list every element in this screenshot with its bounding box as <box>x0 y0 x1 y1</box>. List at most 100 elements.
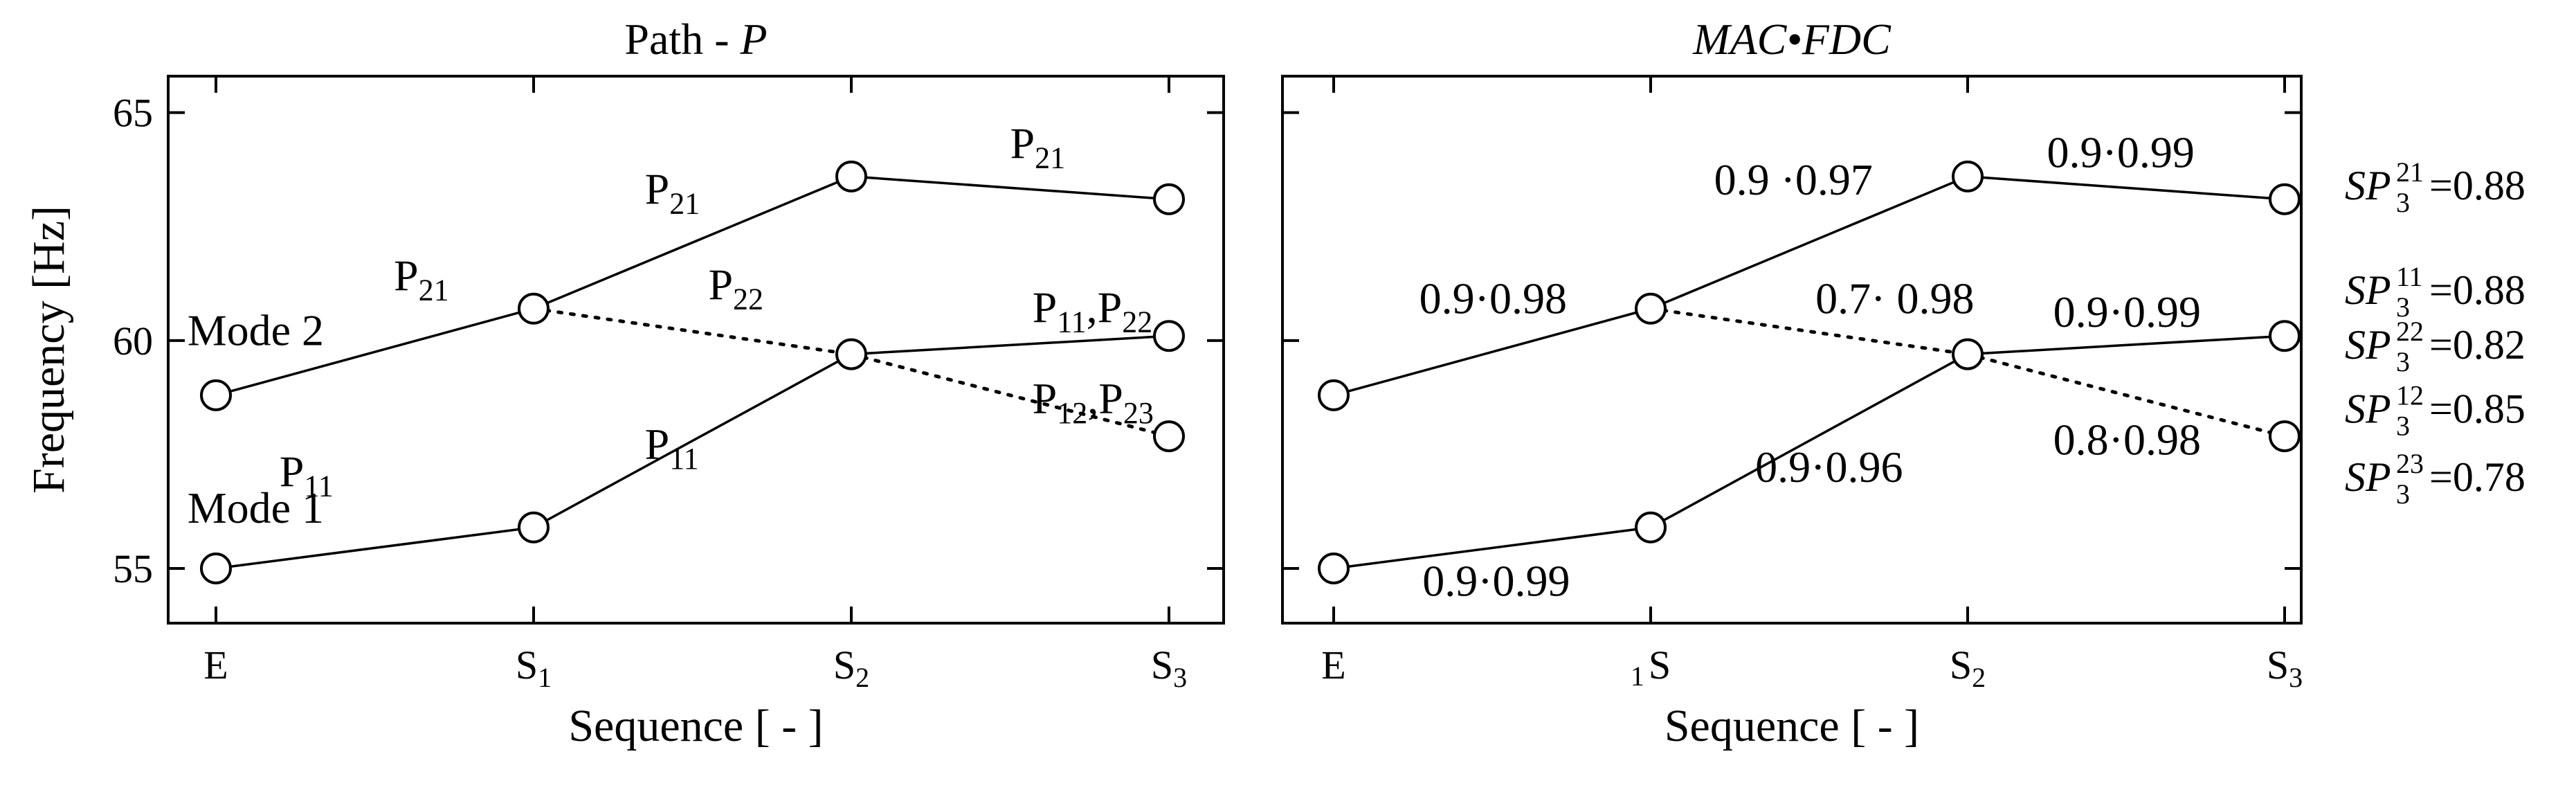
path-segment <box>1333 526 1651 570</box>
x-tick-label-sub: 2 <box>1972 662 1986 693</box>
sp-label-name: SP <box>2345 163 2391 208</box>
annotation-label: 0.9·0.99 <box>1422 557 1570 606</box>
annotation-sub: 23 <box>1123 396 1154 430</box>
path-segment <box>1967 175 2285 201</box>
annotation-sub: 21 <box>1035 141 1065 175</box>
x-tick-label: E <box>1321 643 1345 688</box>
sp-label-value: =0.85 <box>2429 386 2525 431</box>
x-tick-label: S3 <box>2267 643 2303 693</box>
data-point <box>2269 183 2301 215</box>
chart-title: MAC•FDC <box>1692 15 1892 64</box>
annotation-text: ,P <box>1087 283 1123 332</box>
annotation-text: ,P <box>1087 374 1123 423</box>
sp-label-sub: 3 <box>2396 478 2410 510</box>
sp-label-value: =0.88 <box>2429 163 2525 208</box>
sp-label-value: =0.88 <box>2429 267 2525 313</box>
annotation-label: 0.7· 0.98 <box>1815 273 1974 323</box>
annotation-label: P22 <box>708 260 763 316</box>
path-segment-dotted <box>849 352 1171 438</box>
sp-label: SP <box>2345 454 2391 500</box>
annotation-text: 0.9·0.99 <box>2053 287 2201 336</box>
plot-frame <box>167 75 1225 625</box>
annotation-label: P12,P23 <box>1033 374 1154 430</box>
data-point <box>200 379 232 411</box>
x-tick-label-main: E <box>203 643 228 688</box>
x-tick-label: S3 <box>1151 643 1187 693</box>
x-tick-label-main: S <box>1950 643 1972 688</box>
annotation-label: P11,P22 <box>1033 283 1153 339</box>
path-segment-dotted <box>532 307 853 357</box>
annotation-sub: 11 <box>669 442 698 476</box>
annotation-label: 0.9 ·0.97 <box>1714 155 1873 204</box>
sp-label-name: SP <box>2345 454 2391 500</box>
path-segment <box>1967 334 2285 356</box>
chart-title: Path - P <box>624 15 767 64</box>
annotation-label: P11 <box>645 420 699 476</box>
x-tick-label-sub: 1 <box>538 662 552 693</box>
y-tick-label: 65 <box>113 91 153 136</box>
annotation-text: P <box>1033 374 1058 423</box>
x-tick-label-main: S <box>833 643 855 688</box>
x-tick-label: S1 <box>516 643 552 693</box>
data-point <box>1635 511 1667 544</box>
chart-title-text: MAC•FDC <box>1692 15 1892 64</box>
path-segment-dotted <box>1649 307 1970 357</box>
x-tick-label-sub: 3 <box>2289 662 2303 693</box>
annotation-label: 0.8·0.98 <box>2053 415 2201 464</box>
annotation-text: P <box>280 447 305 496</box>
annotation-text: P <box>708 260 733 309</box>
data-point <box>2269 320 2301 352</box>
plot-frame <box>1281 75 2303 625</box>
data-point <box>1952 338 1984 370</box>
x-tick-label-sub: 2 <box>855 662 869 693</box>
x-tick-label-sub: 1 <box>1631 661 1644 692</box>
sp-label: SP <box>2345 267 2391 313</box>
x-axis-label: Sequence [ - ] <box>568 701 823 751</box>
annotation-label: P11 <box>280 447 334 503</box>
data-point <box>518 511 550 544</box>
sp-label-sub: 3 <box>2396 346 2410 377</box>
y-tick-label: 60 <box>113 318 153 363</box>
sp-label-sup: 23 <box>2396 448 2424 479</box>
annotation-label: P21 <box>1010 119 1066 175</box>
x-tick-label: S2 <box>1950 643 1986 693</box>
annotation-sub: 22 <box>733 282 763 316</box>
x-tick-label: E <box>203 643 228 688</box>
x-tick-label-main: E <box>1321 643 1345 688</box>
annotation-label: 0.9·0.99 <box>2053 287 2201 336</box>
chart-title-text: Path - <box>624 15 740 64</box>
data-point <box>1318 379 1350 411</box>
data-point <box>835 338 867 370</box>
y-tick-label: 55 <box>113 546 153 591</box>
sp-label-value: =0.78 <box>2429 454 2525 500</box>
x-tick-label-main: S <box>2267 643 2289 688</box>
x-tick-label-main: S <box>1151 643 1173 688</box>
data-point <box>835 160 867 192</box>
annotation-sub: 21 <box>669 186 700 220</box>
data-point <box>2269 420 2301 453</box>
annotation-text: Mode 2 <box>188 305 324 354</box>
annotation-text: 0.8·0.98 <box>2053 415 2201 464</box>
data-point <box>1635 292 1667 325</box>
path-segment <box>215 526 534 570</box>
annotation-label: Mode 2 <box>188 305 324 354</box>
sp-label: SP <box>2345 322 2391 368</box>
sp-label: SP <box>2345 386 2391 431</box>
data-point <box>1153 420 1185 453</box>
sp-label-value: =0.82 <box>2429 322 2525 368</box>
data-point <box>1153 183 1185 215</box>
annotation-text: P <box>1010 119 1035 168</box>
annotation-label: 0.9·0.98 <box>1419 273 1567 323</box>
path-segment-dotted <box>1966 352 2287 438</box>
annotation-label: Mode 1 <box>188 483 324 532</box>
sp-label-sup: 21 <box>2396 156 2424 188</box>
x-axis-label: Sequence [ - ] <box>1665 701 1919 751</box>
sp-label-sub: 3 <box>2396 291 2410 323</box>
annotation-text: 0.9·0.99 <box>1422 557 1570 606</box>
annotation-sub: 12 <box>1057 396 1087 430</box>
